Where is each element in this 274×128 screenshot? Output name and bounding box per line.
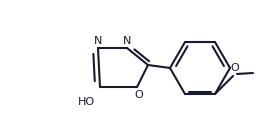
Text: N: N <box>94 36 102 46</box>
Text: N: N <box>123 36 131 46</box>
Text: HO: HO <box>78 97 95 107</box>
Text: O: O <box>135 90 143 100</box>
Text: O: O <box>231 63 239 73</box>
